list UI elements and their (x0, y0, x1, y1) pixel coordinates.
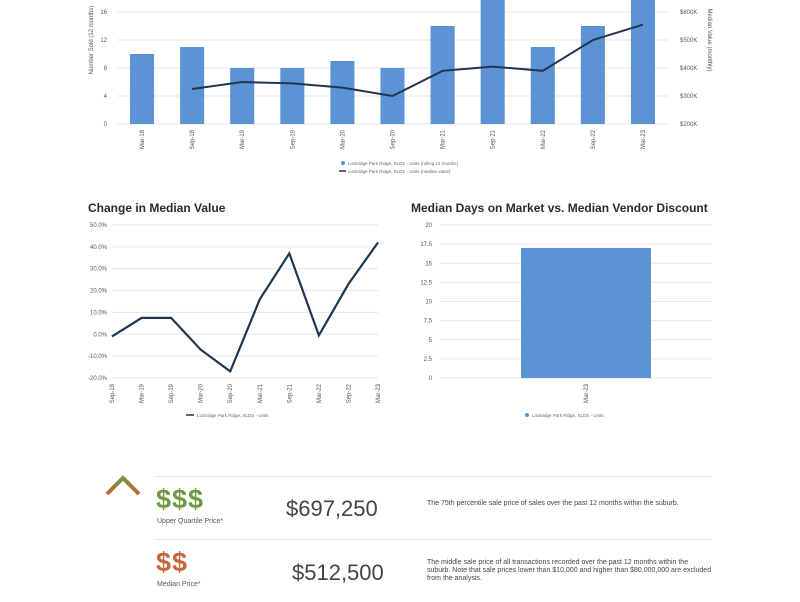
y-tick-label: 0 (429, 376, 433, 382)
x-tick-label: Sep-18 (190, 129, 196, 149)
y-tick-label: 10 (425, 300, 432, 306)
y-tick-label: 50.0% (90, 223, 108, 229)
median-change-title: Change in Median Value (88, 201, 226, 215)
y-right-tick: $200K (680, 122, 697, 128)
median-change-line (111, 241, 379, 374)
x-tick-label: Mar-23 (584, 383, 590, 403)
x-tick-label: Mar-19 (140, 383, 146, 403)
y-left-tick: 4 (104, 94, 108, 100)
x-tick-label: Sep-19 (169, 383, 175, 403)
x-tick-label: Sep-21 (287, 383, 293, 403)
y-tick-label: 17.5 (420, 242, 432, 248)
divider (156, 539, 712, 540)
x-tick-label: Sep-19 (290, 129, 296, 149)
y-tick-label: 12.5 (420, 280, 432, 286)
y-tick-label: 5 (429, 338, 433, 344)
y-left-tick: 12 (100, 38, 107, 44)
x-tick-label: Mar-20 (340, 129, 346, 149)
bar (521, 247, 651, 378)
x-tick-label: Sep-20 (228, 383, 234, 403)
bar (530, 47, 555, 124)
x-tick-label: Sep-21 (491, 129, 497, 149)
bar (180, 47, 205, 124)
x-tick-label: Sep-22 (346, 383, 352, 403)
y-left-tick: 8 (104, 66, 108, 72)
bar (330, 61, 355, 124)
median-value-line (191, 23, 644, 98)
median-price-value: $512,500 (292, 560, 384, 585)
median-price-symbol: $$ (156, 547, 189, 577)
days-on-market-chart: 0 2.5 5 7.5 10 12.5 15 17.5 20 Mar-23 Lockridge Pa… (420, 223, 712, 418)
divider (156, 476, 712, 477)
y-tick-label: 10.0% (90, 310, 108, 316)
y-tick-label: 7.5 (424, 319, 433, 325)
bar (580, 26, 605, 124)
legend-bar-label: Lockridge Park Ridge, XLDS - Units (roll… (348, 161, 459, 166)
x-tick-label: Mar-23 (376, 383, 382, 403)
y-tick-label: -20.0% (88, 376, 108, 382)
y-right-tick: $500K (680, 38, 697, 44)
y-right-tick: $400K (680, 66, 697, 72)
legend-line-label: Lockridge Park Ridge, XLDS - Units (medi… (348, 169, 451, 174)
bar (480, 0, 505, 124)
y-tick-label: 30.0% (90, 267, 108, 273)
median-price-label: Median Price* (157, 581, 201, 588)
upper-quartile-desc: The 75th percentile sale price of sales … (427, 500, 679, 507)
bar (130, 54, 155, 124)
bar (630, 0, 655, 124)
y-right-tick: $300K (680, 94, 697, 100)
legend-bar-swatch (341, 161, 345, 165)
median-price-desc: The middle sale price of all transaction… (427, 559, 712, 582)
x-tick-label: Sep-20 (391, 129, 397, 149)
legend-label: Lockridge Park Ridge, XLDS - Units (532, 413, 604, 418)
x-tick-label: Mar-23 (641, 129, 647, 149)
y-tick-label: 40.0% (90, 245, 108, 251)
x-tick-label: Mar-19 (240, 129, 246, 149)
combo-bar-line-chart: Number Sold (12 months) Median Value (mo… (89, 0, 712, 174)
combo-ylabel-right: Median Value (monthly) (706, 9, 712, 72)
x-tick-label: Mar-22 (317, 383, 323, 403)
bar (280, 68, 305, 124)
combo-ylabel-left: Number Sold (12 months) (89, 6, 95, 75)
x-tick-label: Mar-20 (199, 383, 205, 403)
gradient-arrow-icon (105, 475, 141, 602)
y-tick-label: 20.0% (90, 289, 108, 295)
y-right-tick: $600K (680, 10, 697, 16)
legend-label: Lockridge Park Ridge, XLDS - Units (197, 413, 269, 418)
upper-quartile-label: Upper Quartile Price* (157, 518, 224, 525)
x-tick-label: Mar-18 (140, 129, 146, 149)
upper-quartile-price: $697,250 (286, 496, 378, 521)
x-tick-label: Sep-22 (591, 129, 597, 149)
legend-swatch (525, 413, 529, 417)
y-left-tick: 16 (100, 10, 107, 16)
y-tick-label: -10.0% (88, 354, 108, 360)
y-tick-label: 2.5 (424, 357, 433, 363)
y-left-tick: 0 (104, 122, 108, 128)
y-tick-label: 20 (425, 223, 432, 229)
y-tick-label: 0.0% (93, 332, 107, 338)
days-on-market-title: Median Days on Market vs. Median Vendor … (411, 201, 708, 215)
y-tick-label: 15 (425, 261, 432, 267)
x-tick-label: Mar-22 (541, 129, 547, 149)
median-change-chart: -20.0% -10.0% 0.0% 10.0% 20.0% 30.0% 40.0% 50.0… (88, 223, 382, 418)
x-tick-label: Mar-21 (258, 383, 264, 403)
x-tick-label: Mar-21 (441, 129, 447, 149)
bar (230, 68, 255, 124)
upper-quartile-symbol: $$$ (156, 484, 205, 514)
x-tick-label: Sep-18 (110, 383, 116, 403)
